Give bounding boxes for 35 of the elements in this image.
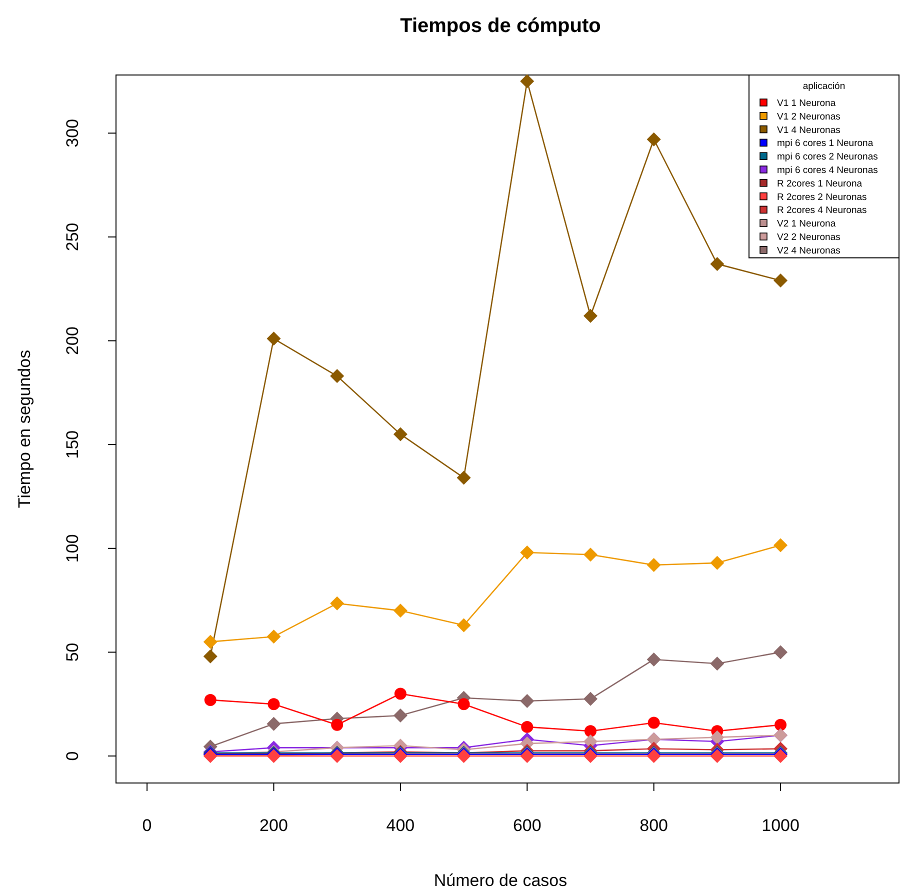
x-axis-title: Número de casos — [434, 871, 568, 890]
y-tick-label: 200 — [63, 326, 82, 355]
y-tick-label: 300 — [63, 118, 82, 148]
x-tick-label: 0 — [142, 816, 152, 835]
legend-label: V1 1 Neurona — [777, 98, 836, 109]
point — [774, 538, 788, 552]
x-tick-label: 800 — [640, 816, 668, 835]
legend-label: R 2cores 1 Neurona — [777, 178, 863, 190]
y-tick-label: 50 — [63, 642, 82, 662]
point — [203, 634, 218, 649]
y-tick-label: 0 — [63, 751, 82, 761]
legend-label: mpi 6 cores 4 Neuronas — [777, 165, 878, 176]
legend-label: mpi 6 cores 2 Neuronas — [777, 152, 878, 163]
x-tick-label: 200 — [260, 816, 288, 835]
legend-label: R 2cores 4 Neuronas — [777, 205, 868, 216]
legend-label: V2 1 Neurona — [777, 218, 836, 230]
x-tick-label: 1000 — [762, 816, 800, 835]
y-tick-label: 150 — [63, 430, 82, 459]
legend-label: V2 4 Neuronas — [777, 245, 841, 256]
y-tick-label: 250 — [63, 222, 82, 252]
legend-label: mpi 6 cores 1 Neurona — [777, 138, 874, 150]
y-tick-label: 100 — [63, 534, 82, 563]
legend-label: V1 2 Neuronas — [777, 111, 841, 122]
x-tick-label: 400 — [386, 816, 415, 835]
point — [774, 645, 788, 660]
x-tick-label: 600 — [512, 816, 542, 835]
legend-title: aplicación — [802, 81, 846, 92]
chart-title: Tiempos de cómputo — [400, 15, 601, 37]
legend-label: V2 2 Neuronas — [777, 232, 841, 243]
point — [204, 694, 216, 706]
legend-label: V1 4 Neuronas — [777, 124, 841, 136]
legend-label: R 2cores 2 Neuronas — [777, 192, 868, 203]
y-axis-title: Tiempo en segundos — [15, 350, 34, 508]
point — [774, 274, 788, 288]
point — [203, 649, 218, 664]
